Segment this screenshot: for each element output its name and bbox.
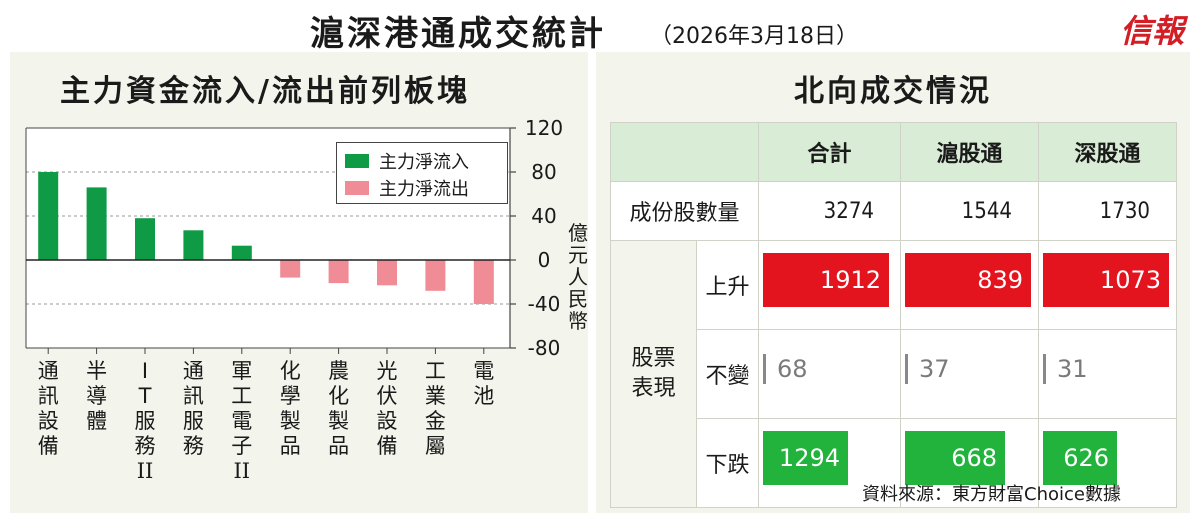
constituent-count-shenzhen: 1730: [1038, 181, 1177, 242]
y-axis-unit-label: 億元人民幣: [568, 221, 588, 333]
cell-up-total: 1912: [758, 240, 901, 331]
legend-swatch-outflow: [345, 180, 369, 195]
constituent-count-label: 成份股數量: [610, 181, 759, 242]
constituent-count-total: 3274: [758, 181, 901, 242]
x-tick-label: 軍工電子 II: [231, 359, 252, 483]
decline-bar: 668: [905, 431, 1005, 486]
page-header: 滬深港通成交統計 （2026年3月18日） 信報: [0, 0, 1200, 54]
advance-bar: 1912: [763, 253, 889, 308]
unchanged-value: 68: [777, 355, 808, 384]
x-tick-label: 光伏設備: [377, 359, 398, 458]
constituent-count-row: 成份股數量 3274 1544 1730: [610, 181, 1177, 242]
unchanged-marker: [905, 354, 908, 385]
legend-item-outflow: 主力淨流出: [345, 174, 499, 201]
fund-flow-chart: 120 80 40 0 -40 -80 通訊設備 半導體 I T 服務 II 通訊服務 軍工電子 II 化學製…: [25, 116, 563, 483]
page-title: 滬深港通成交統計: [310, 14, 606, 54]
x-tick-label: 通訊設備: [38, 359, 59, 458]
northbound-panel: 北向成交情況 合計 滬股通 深股通 成份股數量 3274 1544 1730 股…: [596, 52, 1190, 513]
table-row-up: 股票表現 上升 1912 839 1073: [610, 240, 1177, 508]
x-tick-label: 半導體: [86, 359, 107, 433]
cell-down-shanghai: 668: [900, 418, 1039, 508]
y-tick-label: -80: [528, 336, 561, 360]
col-header-total: 合計: [758, 121, 901, 183]
bar-化學製品: [280, 260, 301, 278]
x-tick-label: 通訊服務: [183, 359, 204, 458]
y-tick-label: 0: [538, 248, 551, 272]
bar-工業金屬: [425, 260, 446, 291]
northbound-table: 合計 滬股通 深股通 成份股數量 3274 1544 1730 股票表現 上升 …: [610, 121, 1177, 508]
fund-flow-title: 主力資金流入/流出前列板塊: [60, 74, 470, 109]
stock-performance-label: 股票表現: [610, 240, 697, 508]
y-tick-label: 120: [525, 116, 563, 140]
advance-bar: 1073: [1043, 253, 1169, 308]
table-header-blank: [610, 121, 759, 183]
data-source-note: 資料來源：東方財富Choice數據: [862, 484, 1121, 505]
page-date: （2026年3月18日）: [650, 24, 858, 49]
x-tick-label: 化學製品: [280, 359, 301, 458]
table-row-flat: 不變 68 37 31: [611, 329, 1177, 420]
bar-農化製品: [328, 260, 349, 284]
bar-IT服務II: [135, 218, 155, 260]
y-tick-label: -40: [528, 292, 561, 316]
cell-flat-shanghai: 37: [900, 329, 1039, 420]
row-label-flat: 不變: [696, 329, 759, 420]
col-header-shenzhen: 深股通: [1038, 121, 1177, 183]
decline-bar: 626: [1043, 431, 1117, 486]
table-row-down: 下跌 1294 668 626: [611, 418, 1177, 508]
cell-up-shenzhen: 1073: [1038, 240, 1177, 331]
unchanged-value: 31: [1057, 355, 1088, 384]
brand-logo: 信報: [1120, 12, 1185, 50]
bar-通訊服務: [183, 230, 204, 260]
cell-flat-shenzhen: 31: [1038, 329, 1177, 420]
chart-legend: 主力淨流入 主力淨流出: [336, 142, 508, 204]
cell-flat-total: 68: [758, 329, 901, 420]
legend-item-inflow: 主力淨流入: [345, 147, 499, 174]
col-header-shanghai: 滬股通: [900, 121, 1039, 183]
fund-flow-panel: 主力資金流入/流出前列板塊 120 80 40 0 -40 -80 通訊設備 半導體 I T 服務 I…: [10, 52, 588, 513]
cell-down-shenzhen: 626: [1038, 418, 1177, 508]
cell-down-total: 1294: [758, 418, 901, 508]
stock-performance-text: 股票表現: [631, 346, 676, 402]
bar-電池: [473, 260, 494, 304]
unchanged-marker: [1043, 354, 1046, 385]
bar-軍工電子II: [231, 245, 252, 260]
legend-label-outflow: 主力淨流出: [379, 178, 469, 200]
table-header-row: 合計 滬股通 深股通: [610, 121, 1177, 183]
unchanged-marker: [763, 354, 766, 385]
row-label-up: 上升: [696, 240, 759, 331]
bar-光伏設備: [377, 260, 397, 286]
decline-bar: 1294: [763, 431, 848, 486]
constituent-count-shanghai: 1544: [900, 181, 1039, 242]
unchanged-value: 37: [919, 355, 950, 384]
x-tick-label: I T 服務 II: [135, 359, 156, 483]
northbound-title: 北向成交情況: [794, 74, 992, 109]
cell-up-shanghai: 839: [900, 240, 1039, 331]
x-tick-label: 工業金屬: [425, 359, 446, 458]
y-tick-label: 80: [531, 160, 556, 184]
row-label-down: 下跌: [696, 418, 759, 508]
x-tick-label: 農化製品: [328, 359, 349, 458]
legend-label-inflow: 主力淨流入: [379, 151, 469, 173]
x-tick-label: 電池: [473, 359, 494, 408]
bar-通訊設備: [38, 172, 59, 260]
bar-半導體: [86, 187, 107, 260]
advance-bar: 839: [905, 253, 1031, 308]
legend-swatch-inflow: [345, 153, 369, 168]
y-tick-label: 40: [531, 204, 556, 228]
